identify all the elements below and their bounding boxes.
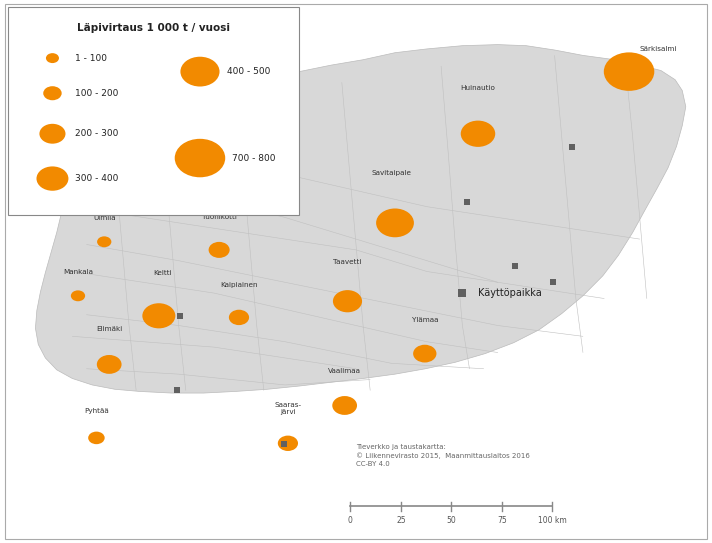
- Text: 200 - 300: 200 - 300: [75, 129, 118, 138]
- Text: 300 - 400: 300 - 400: [75, 174, 118, 183]
- Text: 75: 75: [497, 516, 507, 525]
- Circle shape: [278, 435, 298, 451]
- Circle shape: [209, 242, 230, 258]
- Text: 700 - 800: 700 - 800: [232, 154, 276, 162]
- Text: Uimila: Uimila: [93, 215, 115, 221]
- Text: 50: 50: [446, 516, 456, 525]
- Text: Huinautio: Huinautio: [461, 85, 496, 91]
- Text: Elimäki: Elimäki: [96, 326, 122, 332]
- Text: Saaras-
järvi: Saaras- järvi: [274, 402, 301, 415]
- Text: Keltti: Keltti: [153, 270, 172, 276]
- Text: Taavetti: Taavetti: [333, 259, 362, 266]
- Circle shape: [142, 303, 175, 329]
- Text: Ylämaa: Ylämaa: [412, 317, 438, 323]
- Text: 400 - 500: 400 - 500: [226, 67, 270, 76]
- Text: 100 km: 100 km: [538, 516, 567, 525]
- Circle shape: [97, 236, 111, 247]
- Text: Mankala: Mankala: [63, 269, 93, 275]
- Text: Pyhtää: Pyhtää: [84, 408, 109, 414]
- Circle shape: [376, 209, 414, 237]
- Circle shape: [70, 291, 85, 301]
- Circle shape: [46, 53, 59, 63]
- Circle shape: [461, 121, 496, 147]
- Text: 25: 25: [396, 516, 406, 525]
- Text: Särkisalmi: Särkisalmi: [639, 46, 677, 52]
- Circle shape: [413, 345, 436, 363]
- FancyBboxPatch shape: [5, 4, 707, 539]
- Text: Tuohikotti: Tuohikotti: [201, 214, 236, 220]
- Circle shape: [39, 124, 66, 144]
- Text: 1 - 100: 1 - 100: [75, 54, 107, 62]
- Circle shape: [333, 396, 357, 415]
- Circle shape: [229, 310, 249, 325]
- Circle shape: [88, 432, 105, 444]
- Text: Vaalimaa: Vaalimaa: [328, 369, 361, 375]
- Text: Kaipiainen: Kaipiainen: [220, 282, 258, 288]
- Text: Tieverkko ja taustakartta:
© Liikennevirasto 2015,  Maanmittauslaitos 2016
CC-BY: Tieverkko ja taustakartta: © Liikennevir…: [356, 444, 530, 468]
- Circle shape: [36, 166, 68, 191]
- Text: Savitaipale: Savitaipale: [372, 170, 412, 176]
- Text: Läpivirtaus 1 000 t / vuosi: Läpivirtaus 1 000 t / vuosi: [78, 23, 231, 33]
- Circle shape: [43, 86, 62, 100]
- Polygon shape: [36, 45, 686, 393]
- Circle shape: [604, 52, 654, 91]
- Text: 100 - 200: 100 - 200: [75, 89, 118, 98]
- Circle shape: [97, 355, 122, 374]
- Text: Käyttöpaikka: Käyttöpaikka: [478, 288, 542, 298]
- FancyBboxPatch shape: [9, 7, 299, 215]
- Circle shape: [174, 139, 225, 177]
- Circle shape: [180, 56, 219, 86]
- Circle shape: [333, 290, 362, 312]
- Text: 0: 0: [348, 516, 352, 525]
